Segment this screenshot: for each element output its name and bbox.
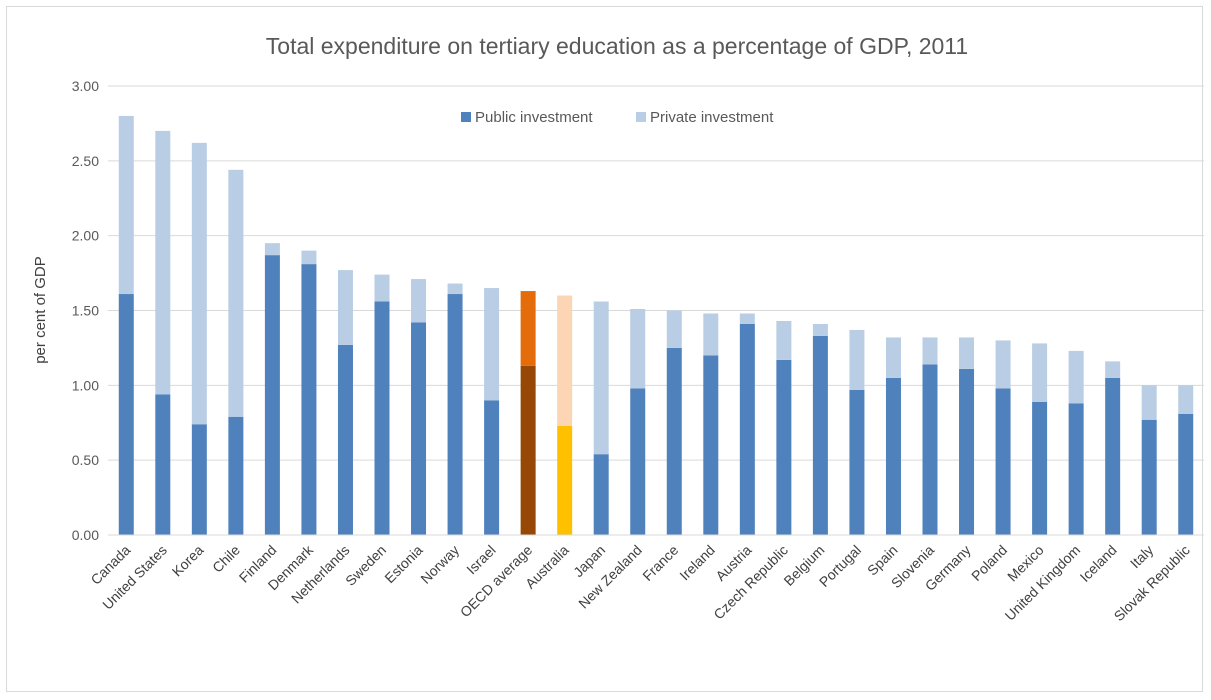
bar-public <box>191 424 207 535</box>
x-category-label: Estonia <box>381 542 425 586</box>
y-tick-label: 0.50 <box>72 452 99 468</box>
legend-label: Public investment <box>475 109 593 126</box>
bar-public <box>337 344 353 535</box>
bar-private <box>666 310 682 348</box>
bar-public <box>739 323 755 535</box>
bar-public <box>922 364 938 535</box>
legend: Public investment Private investment <box>461 109 774 126</box>
y-tick-label: 1.50 <box>72 303 99 319</box>
bar-private <box>1068 350 1084 404</box>
x-category-label: Italy <box>1127 542 1156 571</box>
bar-private <box>155 130 171 395</box>
x-category-label: Iceland <box>1077 542 1120 585</box>
bar-private <box>1141 385 1157 420</box>
bar-public <box>1068 403 1084 535</box>
bar-private <box>739 313 755 324</box>
y-tick-label: 0.00 <box>72 527 99 543</box>
y-tick-label: 3.00 <box>72 78 99 94</box>
legend-label: Private investment <box>650 109 774 126</box>
bar-private <box>264 243 280 256</box>
bar-public <box>995 388 1011 535</box>
bar-private <box>630 309 646 389</box>
bar-private <box>301 250 317 265</box>
bar-private <box>922 337 938 365</box>
bar-private <box>776 320 792 360</box>
bar-private <box>520 291 536 366</box>
bar-public <box>557 425 573 535</box>
bar-public <box>776 359 792 535</box>
bar-public <box>1178 413 1194 535</box>
x-category-label: Poland <box>968 542 1010 584</box>
bar-private <box>812 323 828 336</box>
bar-private <box>557 295 573 426</box>
bar-private <box>703 313 719 356</box>
bar-private <box>374 274 390 302</box>
y-axis-ticks: 0.00 0.50 1.00 1.50 2.00 2.50 3.00 <box>72 78 99 543</box>
bars <box>108 115 1204 536</box>
bar-private <box>447 283 463 295</box>
bar-private <box>849 329 865 390</box>
bar-public <box>301 264 317 535</box>
x-category-label: Sweden <box>342 542 389 589</box>
bar-public <box>703 355 719 535</box>
bar-public <box>155 394 171 535</box>
bar-public <box>447 294 463 535</box>
bar-private <box>959 337 975 369</box>
bar-private <box>1178 385 1194 414</box>
y-tick-label: 2.00 <box>72 228 99 244</box>
bar-public <box>1105 377 1121 535</box>
bar-public <box>484 400 500 535</box>
bar-public <box>520 365 536 535</box>
bar-public <box>1141 419 1157 535</box>
bar-private <box>228 169 244 417</box>
bar-public <box>1032 401 1048 535</box>
bar-private <box>191 142 207 425</box>
bar-private <box>995 340 1011 389</box>
bar-public <box>228 416 244 535</box>
bar-public <box>593 454 609 535</box>
bar-public <box>118 294 134 535</box>
bar-private <box>1032 343 1048 402</box>
chart-title: Total expenditure on tertiary education … <box>266 33 968 59</box>
bar-public <box>812 335 828 535</box>
bar-private <box>593 301 609 455</box>
x-category-label: Korea <box>169 542 207 580</box>
bar-public <box>666 347 682 535</box>
bar-public <box>959 368 975 535</box>
bar-public <box>630 388 646 535</box>
bar-public <box>264 255 280 535</box>
x-category-label: Chile <box>209 542 243 576</box>
bar-public <box>885 377 901 535</box>
bar-public <box>849 389 865 535</box>
bar-private <box>411 279 427 323</box>
bar-public <box>374 301 390 535</box>
x-category-label: United States <box>99 542 170 613</box>
bar-public <box>411 322 427 535</box>
legend-swatch <box>636 112 646 122</box>
x-category-label: Ireland <box>676 542 718 584</box>
bar-private <box>484 288 500 401</box>
bar-private <box>118 115 134 295</box>
legend-swatch <box>461 112 471 122</box>
y-tick-label: 1.00 <box>72 377 99 393</box>
x-category-label: Norway <box>417 542 462 587</box>
y-tick-label: 2.50 <box>72 153 99 169</box>
bar-private <box>885 337 901 378</box>
bar-private <box>337 270 353 345</box>
x-category-label: France <box>639 542 681 584</box>
bar-private <box>1105 361 1121 378</box>
y-axis-label: per cent of GDP <box>32 256 49 364</box>
